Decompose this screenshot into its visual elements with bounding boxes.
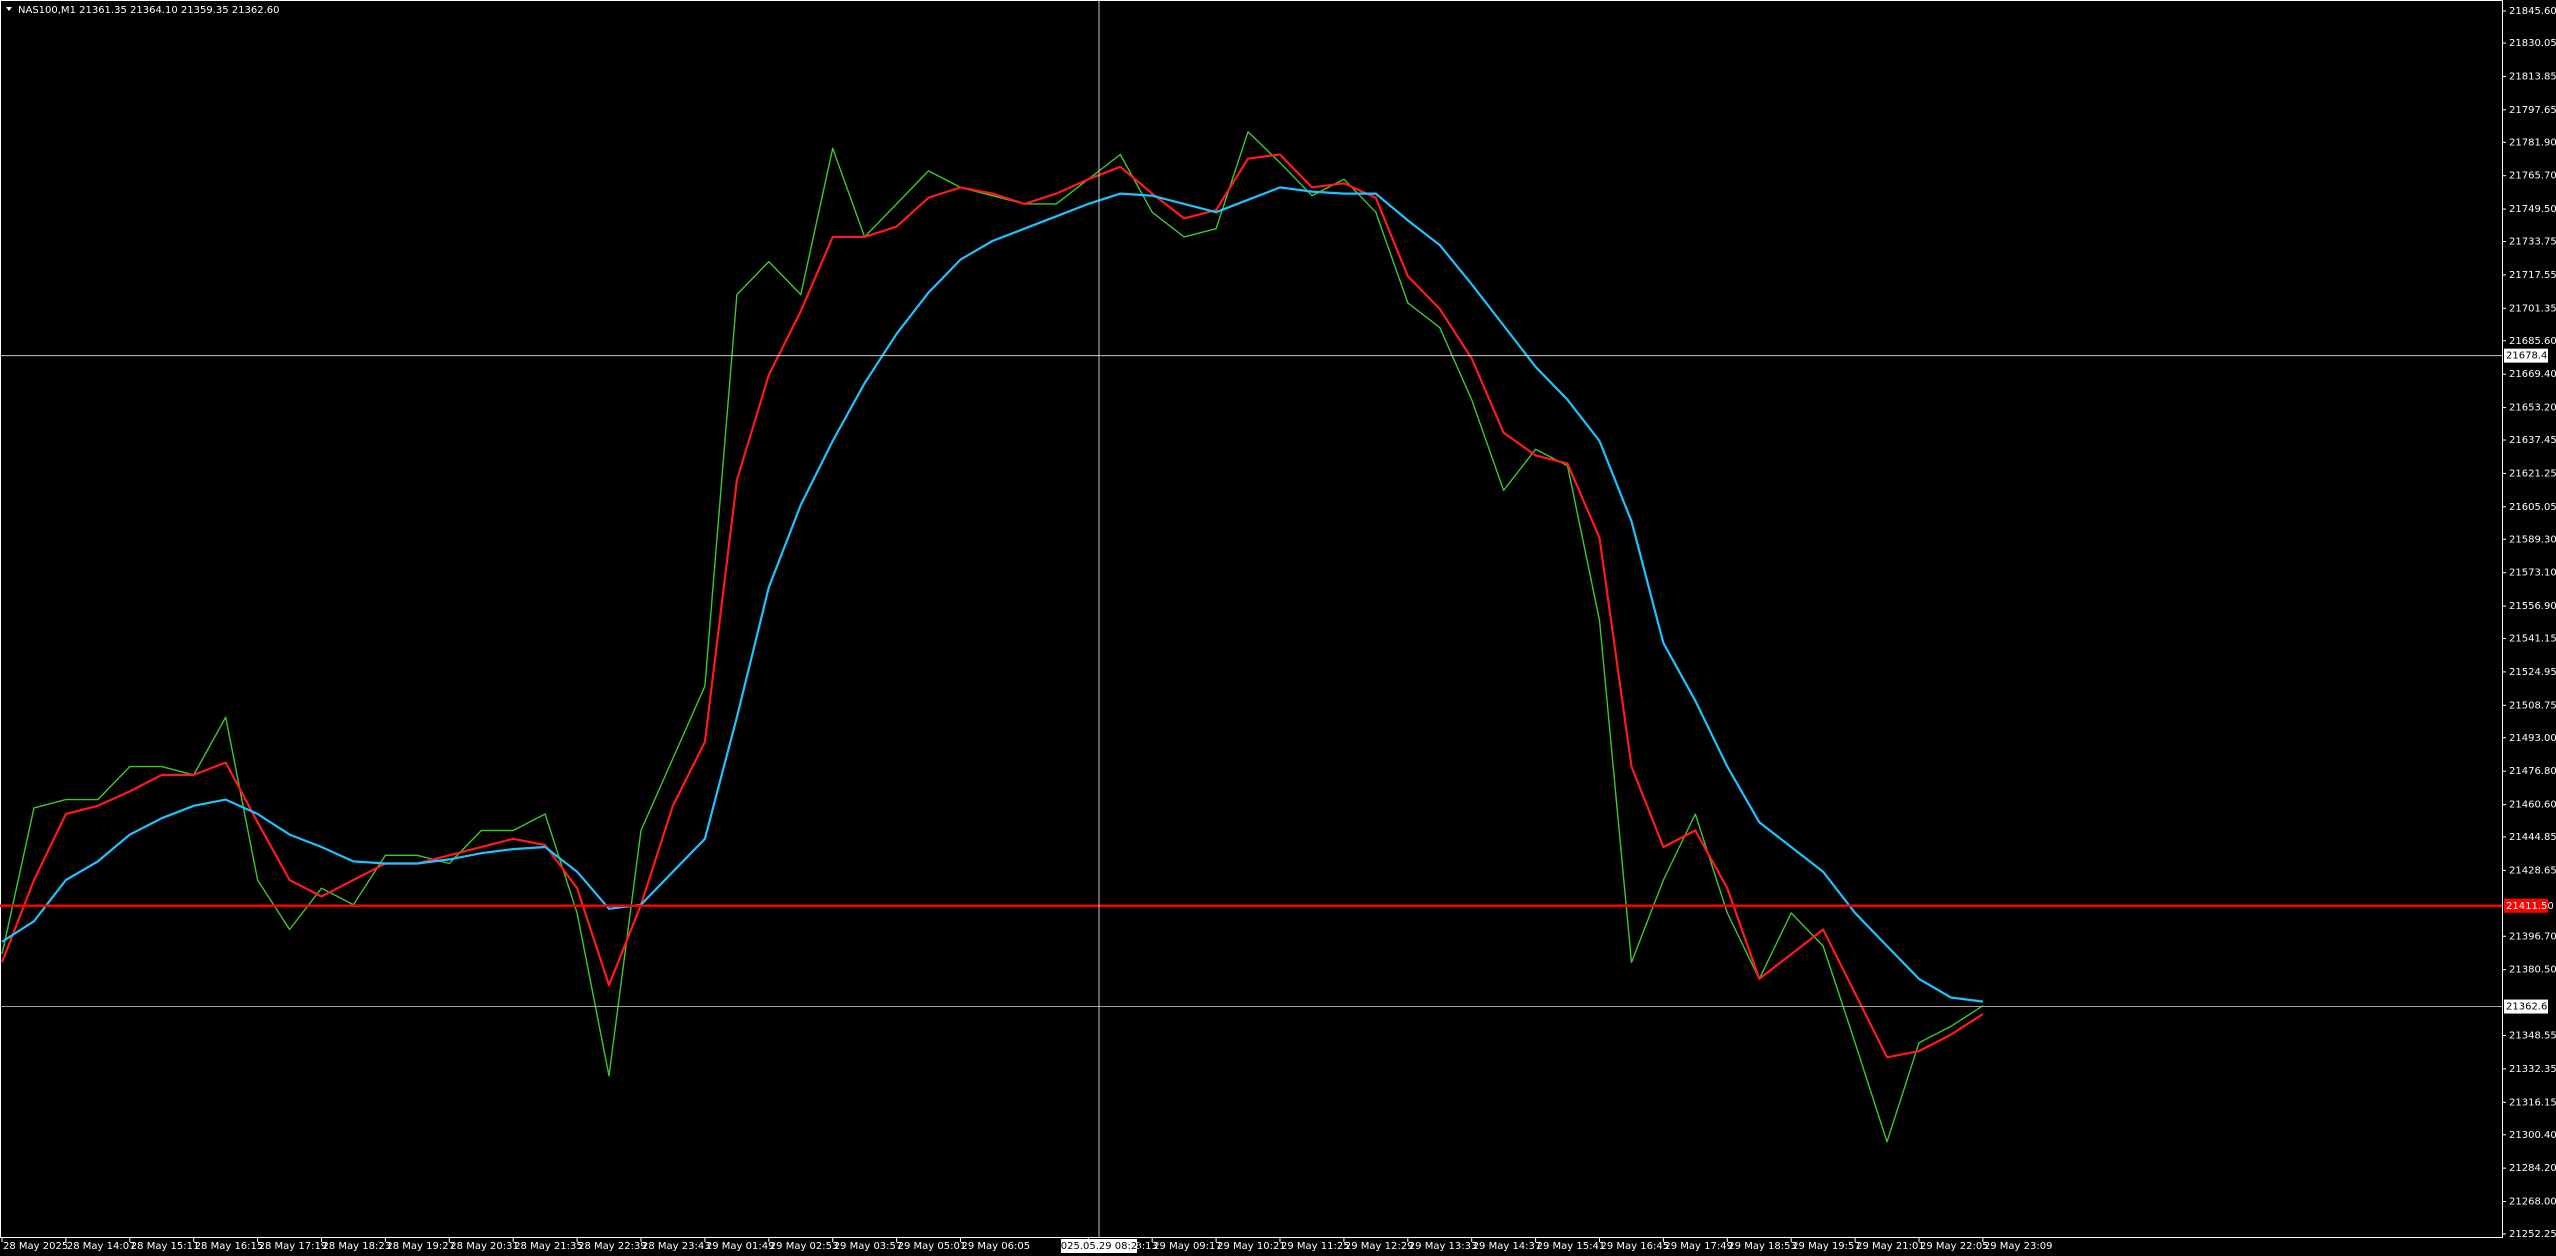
y-tick-label: 21605.05	[2509, 502, 2556, 513]
y-tick-label: 21813.85	[2509, 71, 2556, 82]
level-label-box	[2504, 348, 2548, 363]
y-tick-label: 21476.80	[2509, 766, 2556, 777]
x-tick-label: 28 May 17:19	[259, 1241, 328, 1252]
y-tick-label: 21749.50	[2509, 204, 2556, 215]
y-tick-label: 21797.65	[2509, 105, 2556, 116]
y-tick-label: 21268.00	[2509, 1197, 2556, 1208]
crosshair-time-box	[1061, 1239, 1137, 1253]
x-tick-label: 29 May 23:09	[1984, 1241, 2053, 1252]
y-tick-label: 21300.40	[2509, 1130, 2556, 1141]
y-tick-label: 21669.40	[2509, 369, 2556, 380]
x-tick-label: 28 May 19:27	[386, 1241, 455, 1252]
moving-average	[0, 153, 1984, 1059]
y-tick-label: 21428.65	[2509, 865, 2556, 876]
x-tick-label: 28 May 21:35	[514, 1241, 583, 1252]
y-tick-label: 21733.75	[2509, 237, 2556, 248]
x-tick-label: 29 May 02:53	[770, 1241, 839, 1252]
y-tick-label: 21653.20	[2509, 403, 2556, 414]
menu-arrow[interactable]	[6, 7, 12, 11]
level-label: 21678.40	[2506, 351, 2554, 362]
y-tick-label: 21845.60	[2509, 6, 2556, 17]
x-tick-label: 29 May 10:21	[1217, 1241, 1286, 1252]
y-tick-label: 21524.95	[2509, 667, 2556, 678]
y-tick-label: 21380.50	[2509, 965, 2556, 976]
y-tick-label: 21348.55	[2509, 1031, 2556, 1042]
y-tick-label: 21252.25	[2509, 1229, 2556, 1240]
x-tick-label: 29 May 21:01	[1856, 1241, 1925, 1252]
plot-frame	[0, 0, 2503, 1238]
crosshair-time: 2025.05.29 08:20	[1054, 1241, 1143, 1252]
x-tick-label: 29 May 18:53	[1728, 1241, 1797, 1252]
x-tick-label: 29 May 17:49	[1664, 1241, 1733, 1252]
moving-average	[1, 186, 1984, 1003]
y-tick-label: 21685.60	[2509, 336, 2556, 347]
x-tick-label: 29 May 12:29	[1345, 1241, 1414, 1252]
y-tick-label: 21830.05	[2509, 38, 2556, 49]
x-tick-label: 29 May 14:37	[1473, 1241, 1542, 1252]
y-tick-label: 21589.30	[2509, 534, 2556, 545]
y-tick-label: 21284.20	[2509, 1163, 2556, 1174]
x-tick-label: 29 May 05:01	[898, 1241, 967, 1252]
x-tick-label: 28 May 18:23	[323, 1241, 392, 1252]
y-tick-label: 21493.00	[2509, 733, 2556, 744]
y-tick-label: 21460.60	[2509, 800, 2556, 811]
y-tick-label: 21637.45	[2509, 435, 2556, 446]
x-tick-label: 29 May 09:17	[1153, 1241, 1222, 1252]
x-tick-label: 29 May 22:05	[1920, 1241, 1989, 1252]
x-tick-label: 29 May 03:57	[834, 1241, 903, 1252]
y-tick-label: 21765.70	[2509, 171, 2556, 182]
level-label-box	[2504, 999, 2548, 1014]
chart-title: NAS100,M1 21361.35 21364.10 21359.35 213…	[18, 5, 280, 16]
x-tick-label: 29 May 01:49	[706, 1241, 775, 1252]
y-tick-label: 21701.35	[2509, 303, 2556, 314]
y-tick-label: 21316.15	[2509, 1097, 2556, 1108]
x-tick-label: 28 May 22:39	[578, 1241, 647, 1252]
level-label: 21411.50	[2506, 901, 2554, 912]
x-tick-label: 28 May 14:07	[67, 1241, 136, 1252]
x-tick-label: 28 May 16:15	[195, 1241, 264, 1252]
y-tick-label: 21541.15	[2509, 634, 2556, 645]
x-tick-label: 29 May 13:33	[1409, 1241, 1478, 1252]
x-tick-label: 28 May 2025	[3, 1241, 68, 1252]
y-tick-label: 21444.85	[2509, 832, 2556, 843]
y-tick-label: 21332.35	[2509, 1064, 2556, 1075]
y-tick-label: 21508.75	[2509, 700, 2556, 711]
x-tick-label: 29 May 11:25	[1281, 1241, 1350, 1252]
price-line	[1, 131, 1984, 1143]
x-tick-label: 28 May 15:11	[131, 1241, 200, 1252]
y-tick-label: 21573.10	[2509, 568, 2556, 579]
y-tick-label: 21621.25	[2509, 468, 2556, 479]
x-tick-label: 28 May 23:43	[642, 1241, 711, 1252]
x-tick-label: 29 May 15:41	[1537, 1241, 1606, 1252]
y-tick-label: 21781.90	[2509, 137, 2556, 148]
x-tick-label: 29 May 06:05	[962, 1241, 1031, 1252]
level-label-box	[2504, 898, 2548, 913]
x-tick-label: 28 May 20:31	[450, 1241, 519, 1252]
level-label: 21362.60	[2506, 1002, 2554, 1013]
x-tick-label: 29 May 16:45	[1601, 1241, 1670, 1252]
x-tick-label: 29 May 19:57	[1792, 1241, 1861, 1252]
y-tick-label: 21396.70	[2509, 931, 2556, 942]
y-tick-label: 21717.55	[2509, 270, 2556, 281]
y-tick-label: 21556.90	[2509, 601, 2556, 612]
